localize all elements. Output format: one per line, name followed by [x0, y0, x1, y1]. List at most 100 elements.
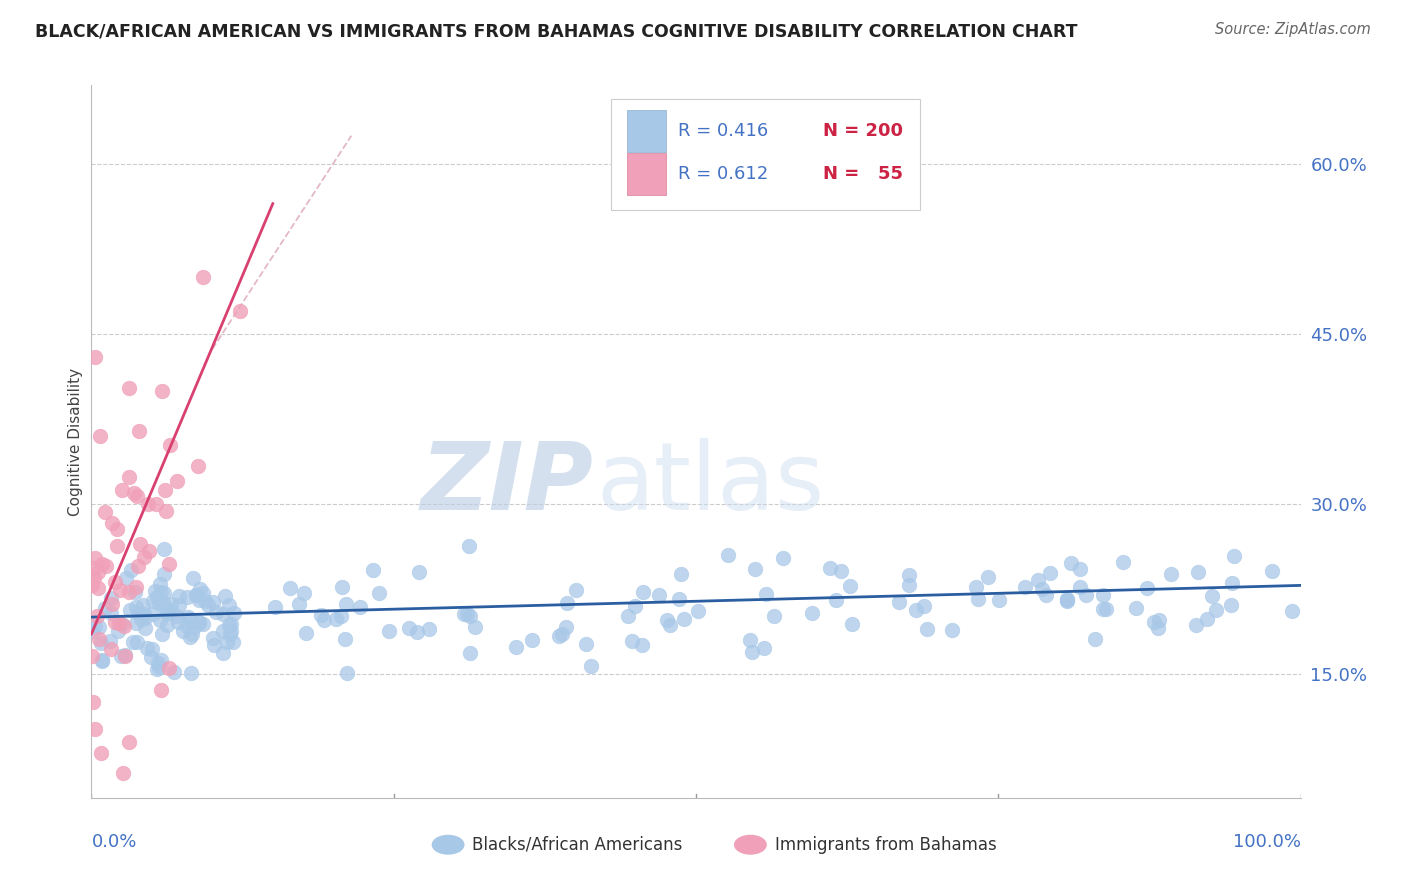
Bar: [627, 111, 666, 152]
Point: [887, 595, 910, 609]
Point: [280, 581, 302, 595]
Point: [222, 606, 245, 620]
Point: [100, 633, 122, 648]
Point: [177, 610, 200, 624]
Point: [183, 620, 205, 634]
Point: [551, 627, 574, 641]
Text: R = 0.612: R = 0.612: [678, 165, 768, 183]
Point: [965, 580, 987, 594]
Point: [114, 648, 136, 663]
Point: [159, 603, 181, 617]
Point: [184, 588, 207, 602]
Point: [818, 561, 841, 575]
Point: [336, 666, 359, 681]
Point: [1146, 621, 1168, 635]
Point: [142, 594, 165, 608]
Point: [221, 624, 243, 638]
Point: [118, 735, 141, 749]
Point: [215, 635, 238, 649]
Point: [1143, 615, 1166, 629]
Point: [125, 634, 148, 648]
Point: [149, 577, 172, 591]
Point: [87, 581, 110, 595]
Point: [127, 489, 149, 503]
Point: [84, 350, 107, 364]
Point: [904, 603, 927, 617]
Point: [91, 557, 114, 571]
Point: [136, 498, 159, 512]
Point: [86, 608, 108, 623]
Text: Immigrants from Bahamas: Immigrants from Bahamas: [775, 836, 997, 854]
Point: [668, 591, 690, 606]
Point: [295, 626, 318, 640]
Point: [221, 617, 243, 632]
Point: [86, 565, 108, 579]
Point: [623, 599, 645, 613]
Point: [1197, 612, 1219, 626]
Point: [122, 486, 145, 500]
Point: [145, 497, 167, 511]
Point: [330, 580, 353, 594]
Point: [167, 590, 190, 604]
Point: [669, 567, 692, 582]
Point: [218, 617, 240, 632]
Point: [772, 550, 794, 565]
Point: [107, 624, 129, 638]
Point: [288, 598, 311, 612]
Point: [655, 613, 678, 627]
Point: [111, 617, 134, 632]
Point: [212, 646, 235, 660]
Point: [1261, 564, 1284, 578]
Point: [156, 601, 179, 615]
Point: [160, 597, 183, 611]
Point: [191, 270, 214, 285]
Point: [631, 638, 654, 652]
Point: [201, 631, 224, 645]
Point: [107, 522, 129, 536]
Point: [134, 621, 156, 635]
Point: [1056, 591, 1078, 606]
Point: [555, 619, 578, 633]
Point: [1031, 582, 1053, 596]
Point: [100, 516, 122, 531]
Point: [148, 596, 170, 610]
Point: [167, 615, 190, 629]
Point: [398, 621, 420, 635]
Point: [464, 620, 486, 634]
Point: [100, 606, 122, 620]
Point: [142, 607, 165, 621]
Point: [825, 593, 848, 607]
FancyBboxPatch shape: [612, 99, 920, 210]
Point: [181, 571, 204, 585]
Point: [141, 642, 163, 657]
Point: [110, 649, 132, 664]
Point: [150, 384, 173, 398]
Point: [717, 549, 740, 563]
Point: [146, 661, 169, 675]
Point: [124, 585, 146, 599]
Point: [378, 624, 401, 638]
Point: [80, 624, 103, 638]
Circle shape: [735, 836, 766, 854]
Point: [153, 567, 176, 582]
Point: [146, 590, 169, 604]
Point: [1201, 590, 1223, 604]
Point: [114, 619, 136, 633]
Point: [125, 581, 148, 595]
Point: [104, 615, 127, 629]
Point: [129, 537, 152, 551]
Point: [107, 615, 129, 630]
Point: [172, 624, 194, 639]
Point: [631, 584, 654, 599]
Point: [456, 607, 478, 622]
Point: [219, 626, 242, 640]
Point: [149, 585, 172, 599]
Point: [1069, 580, 1091, 594]
Point: [157, 661, 180, 675]
Point: [176, 590, 198, 604]
Text: 0.0%: 0.0%: [91, 832, 136, 851]
Point: [127, 558, 149, 573]
Point: [1160, 567, 1182, 582]
Point: [112, 766, 135, 780]
Point: [1092, 588, 1115, 602]
